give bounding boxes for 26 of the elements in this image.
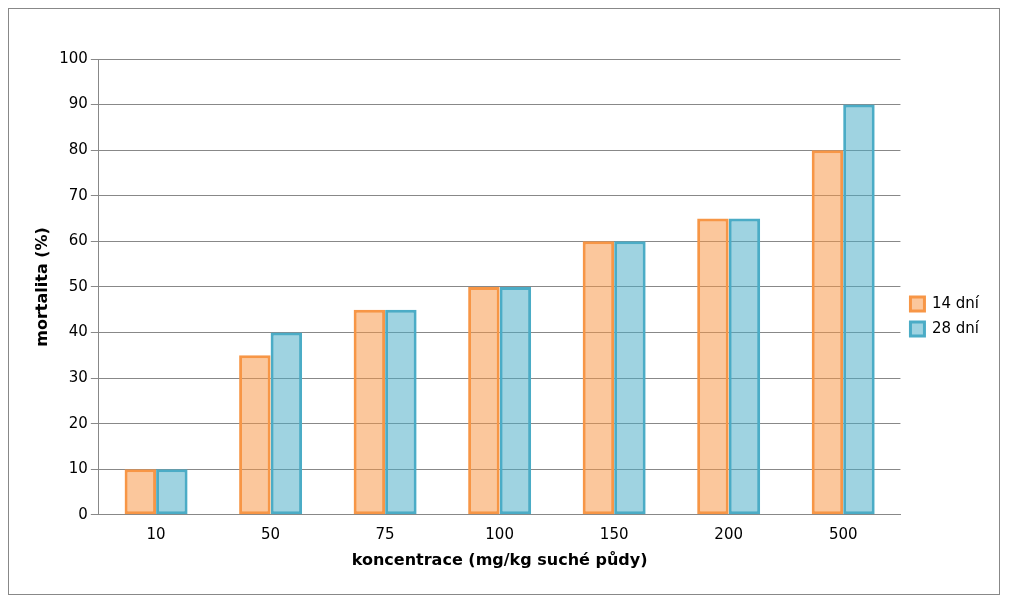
y-tick-label: 100 xyxy=(59,48,88,67)
x-tick-label: 50 xyxy=(261,524,281,543)
y-tick-label: 60 xyxy=(68,231,88,250)
y-tick-label: 80 xyxy=(68,140,88,159)
bar xyxy=(385,309,417,515)
y-tick-label: 70 xyxy=(68,185,88,204)
x-axis-title: koncentrace (mg/kg suché půdy) xyxy=(351,549,648,569)
x-tick-label: 500 xyxy=(828,524,858,543)
x-tick-label: 150 xyxy=(599,524,629,543)
y-tick-label: 30 xyxy=(68,367,88,386)
x-tick-label: 10 xyxy=(146,524,166,543)
bar xyxy=(156,469,188,515)
y-tick-label: 10 xyxy=(68,459,88,478)
y-tick-label: 90 xyxy=(68,94,88,113)
bar xyxy=(614,241,646,515)
y-axis-title: mortalita (%) xyxy=(31,227,51,347)
legend-label: 28 dní xyxy=(931,318,980,337)
legend-label: 14 dní xyxy=(931,293,980,312)
x-tick-label: 200 xyxy=(714,524,743,543)
bar xyxy=(843,104,875,515)
x-tick-label: 75 xyxy=(375,524,395,543)
y-tick-label: 50 xyxy=(68,276,88,295)
y-tick-label: 40 xyxy=(68,322,88,341)
y-tick-label: 0 xyxy=(78,504,88,523)
x-tick-label: 100 xyxy=(485,524,514,543)
y-tick-label: 20 xyxy=(68,413,88,432)
